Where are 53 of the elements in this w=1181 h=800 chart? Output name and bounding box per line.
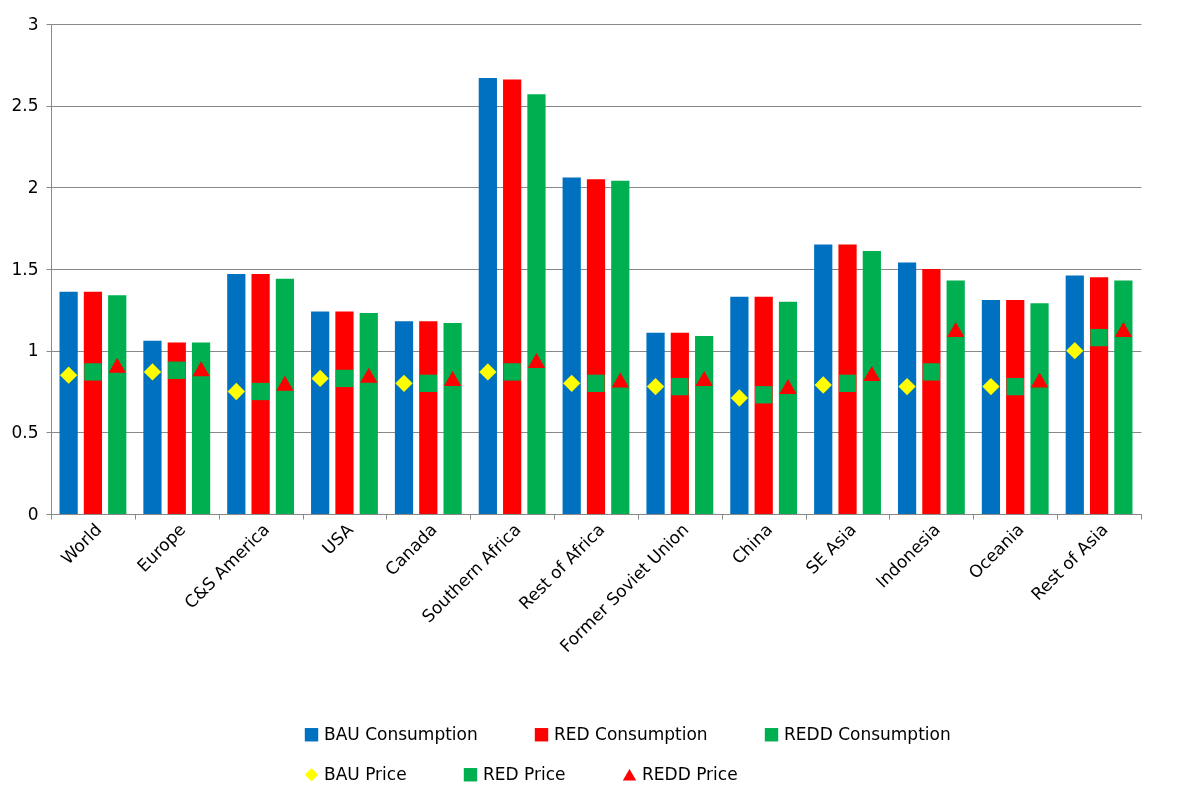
bar [167,342,186,514]
y-tick-label: 0 [27,503,39,524]
bar [83,291,103,514]
bar [838,244,857,514]
legend-label: REDD Consumption [784,723,951,744]
bar [946,280,965,514]
bar [922,269,941,514]
bar [586,179,606,514]
bar [191,342,211,514]
bar [670,332,689,514]
bar [778,301,798,514]
bar [143,340,162,514]
bar [730,296,749,514]
bar [695,335,714,514]
y-tick-label: 1 [27,340,39,361]
y-tick-label: 2.5 [11,95,39,116]
x-tick-label: USA [317,519,358,559]
bar [611,180,630,514]
bar [1065,275,1084,514]
bar [646,332,665,514]
bar [754,296,773,514]
bar [359,313,378,514]
bar [443,322,462,514]
bar [275,278,295,514]
bar [478,77,497,514]
bar [59,291,78,514]
legend-label: RED Consumption [554,723,708,744]
y-tick-label: 2 [27,176,39,197]
bar [251,273,270,514]
legend-label: BAU Consumption [324,723,478,744]
bar [897,262,917,514]
y-tick-label: 3 [27,13,39,34]
bar [227,273,246,514]
bar [1089,277,1109,514]
legend-label: REDD Price [642,763,738,784]
bar [1006,300,1025,514]
bar [335,311,354,514]
bar [1030,303,1049,514]
bar [862,251,881,514]
legend-label: RED Price [483,763,566,784]
legend-label: BAU Price [324,763,407,784]
bar [527,94,546,514]
bar [108,295,127,514]
bar [562,177,581,514]
bar [503,79,522,514]
bar [311,311,330,514]
y-tick-label: 0.5 [11,421,39,442]
y-tick-label: 1.5 [11,258,39,279]
bar [981,300,1001,514]
bar [814,244,833,514]
bar [419,321,438,514]
bar [1114,280,1133,514]
bar [394,321,414,514]
